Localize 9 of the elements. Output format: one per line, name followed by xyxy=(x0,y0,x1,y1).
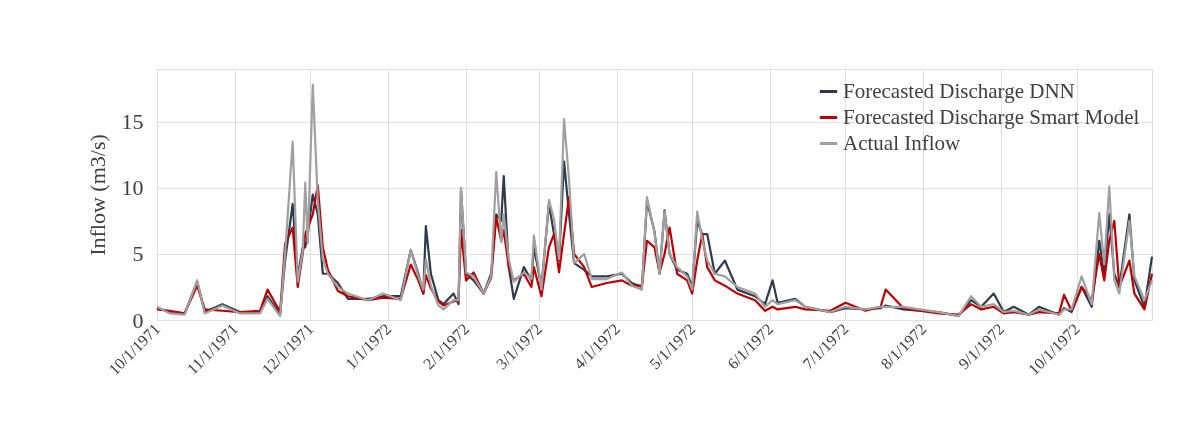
y-tick-label: 10 xyxy=(121,175,144,201)
line-series xyxy=(155,83,1154,318)
y-axis-title: Inflow (m3/s) xyxy=(84,134,110,256)
legend-label: Actual Inflow xyxy=(843,130,962,155)
y-tick-label: 15 xyxy=(121,109,144,135)
legend-label: Forecasted Discharge Smart Model xyxy=(843,104,1140,129)
line-series xyxy=(155,184,1154,316)
legend-label: Forecasted Discharge DNN xyxy=(843,78,1075,103)
y-tick-label: 5 xyxy=(132,241,144,267)
